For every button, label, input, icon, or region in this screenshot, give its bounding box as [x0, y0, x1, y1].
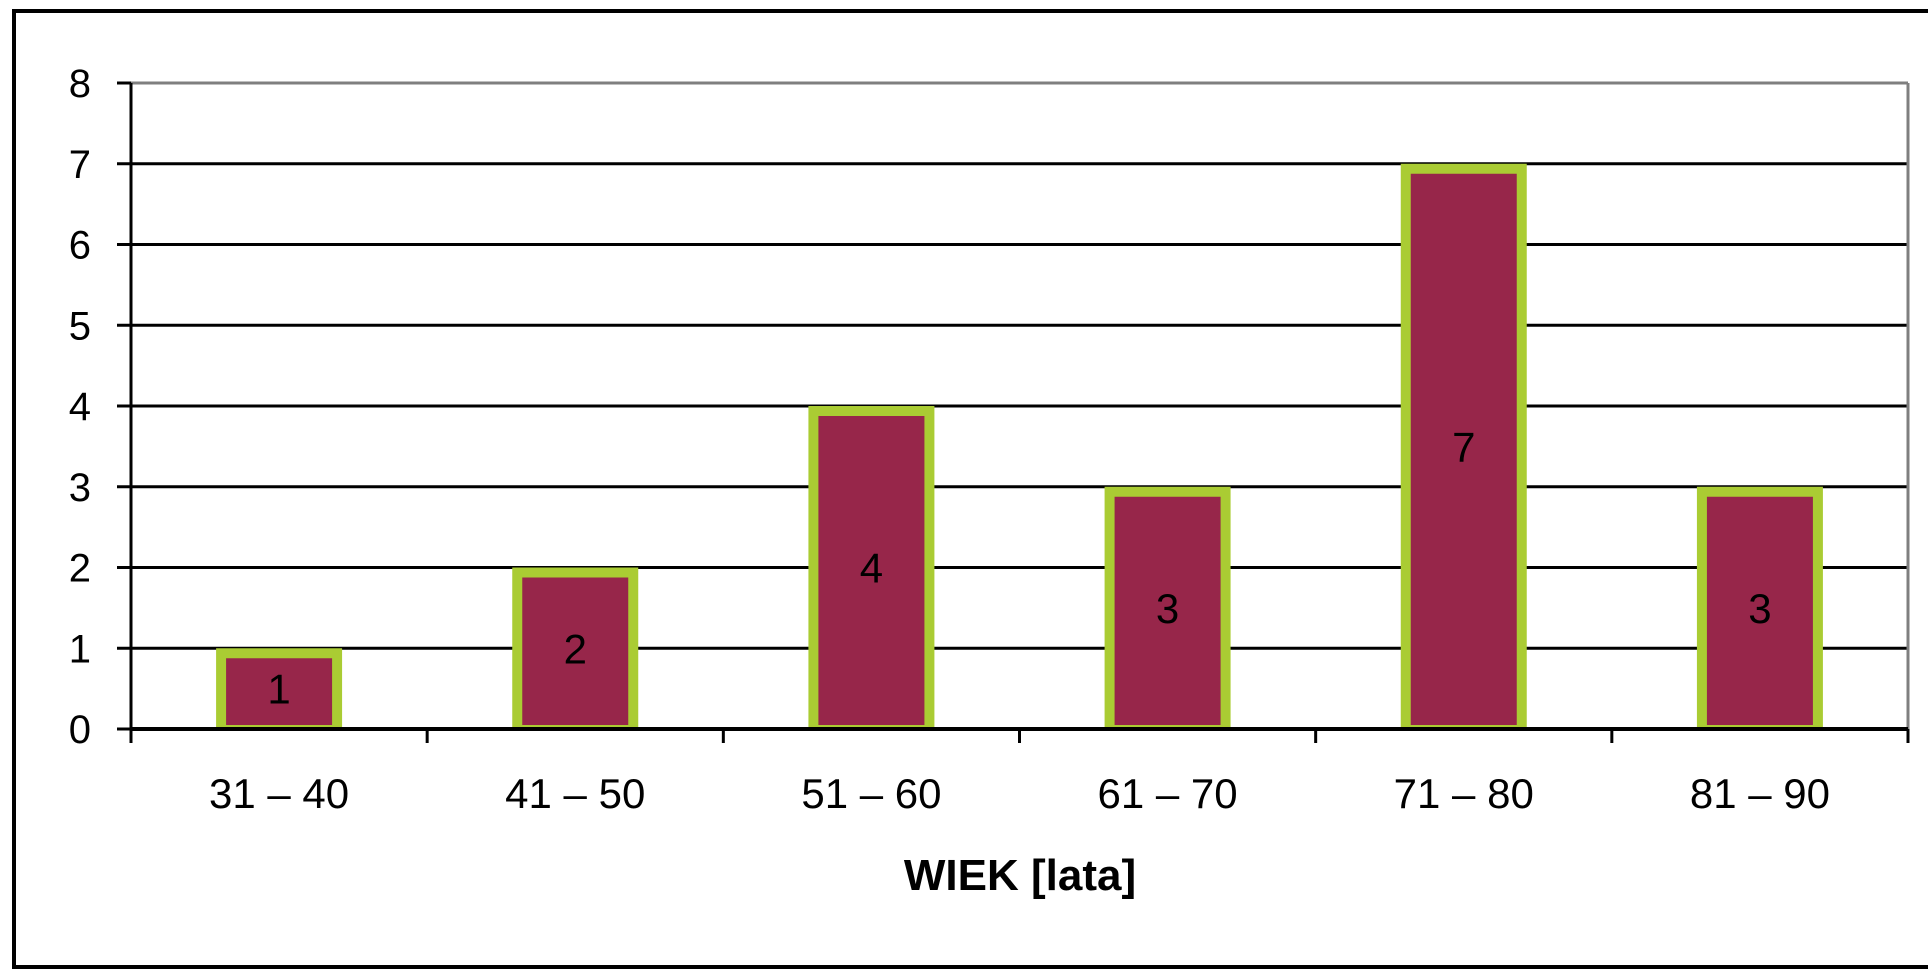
bar — [1114, 496, 1221, 725]
data-label: 7 — [1452, 423, 1475, 470]
bar — [1410, 173, 1517, 725]
bar — [522, 577, 629, 725]
x-tick-label: 51 – 60 — [801, 770, 941, 817]
grid-layer — [131, 81, 1908, 650]
y-tick-label: 5 — [69, 304, 91, 348]
y-tick-label: 3 — [69, 466, 91, 510]
bar — [818, 416, 925, 725]
x-tick-label: 71 – 80 — [1394, 770, 1534, 817]
data-label: 4 — [860, 545, 883, 592]
y-tick-label: 0 — [69, 708, 91, 752]
y-tick-label: 8 — [69, 62, 91, 106]
y-tick-label: 4 — [69, 385, 91, 429]
y-tick-label: 6 — [69, 224, 91, 268]
x-tick-label: 31 – 40 — [209, 770, 349, 817]
x-tick-label: 41 – 50 — [505, 770, 645, 817]
bars-layer — [216, 163, 1823, 729]
axis-layer — [117, 81, 1910, 743]
y-tick-label: 2 — [69, 547, 91, 591]
bar — [1706, 496, 1813, 725]
bar — [226, 658, 333, 725]
y-tick-label: 1 — [69, 627, 91, 671]
data-label: 2 — [564, 625, 587, 672]
data-label: 3 — [1748, 585, 1771, 632]
x-tick-label: 81 – 90 — [1690, 770, 1830, 817]
data-label: 1 — [267, 666, 290, 713]
y-tick-label: 7 — [69, 143, 91, 187]
bar-chart: 0 1 2 3 4 5 6 7 8 1 2 4 3 7 3 31 – 40 41 – 50 51 – 60 61 –… — [69, 62, 1910, 900]
x-axis-title: WIEK [lata] — [904, 851, 1136, 900]
data-label: 3 — [1156, 585, 1179, 632]
x-tick-label: 61 – 70 — [1098, 770, 1238, 817]
labels-layer: 0 1 2 3 4 5 6 7 8 1 2 4 3 7 3 31 – 40 41 – 50 51 – 60 61 –… — [69, 62, 1830, 817]
